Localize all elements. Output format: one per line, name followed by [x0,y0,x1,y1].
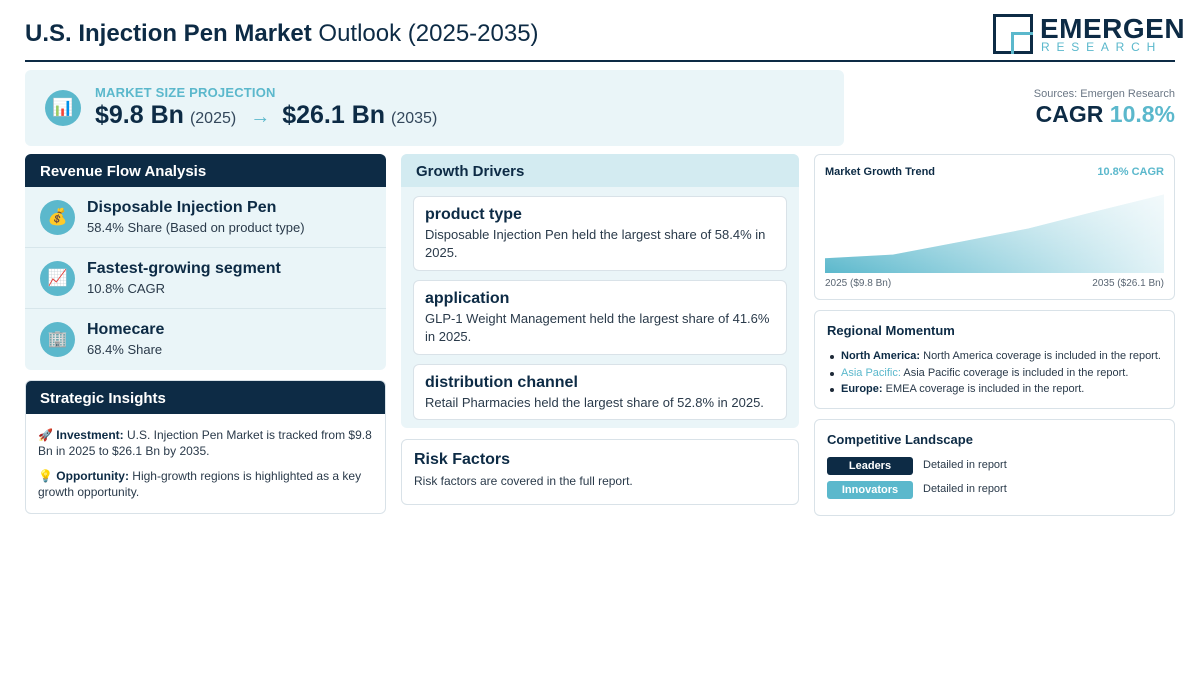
insight-label: Opportunity: [56,469,129,483]
title-bold: U.S. Injection Pen Market [25,20,312,47]
end-year: (2035) [391,110,438,127]
trend-up-icon: 📈 [40,261,75,296]
regional-title: Regional Momentum [827,323,955,338]
driver-desc: Retail Pharmacies held the largest share… [425,395,764,410]
revenue-item-title: Homecare [87,321,165,338]
revenue-item-title: Disposable Injection Pen [87,199,277,216]
competitive-desc: Detailed in report [923,483,1007,495]
logo-subtitle: RESEARCH [1041,40,1163,54]
start-value: $9.8 Bn [95,101,184,129]
emergen-logo: EMERGEN RESEARCH [993,13,1185,56]
risk-factors-panel: Risk Factors Risk factors are covered in… [401,439,799,505]
insight-text: High-growth regions is highlighted as a … [38,469,362,499]
title-rest: Outlook (2025-2035) [311,20,539,47]
page-title: U.S. Injection Pen Market Outlook (2025-… [25,20,539,48]
region-text: North America coverage is included in th… [920,350,1161,362]
competitive-landscape-panel: Competitive Landscape Leaders Detailed i… [814,419,1175,516]
revenue-item: 💰 Disposable Injection Pen 58.4% Share (… [25,187,386,248]
money-bag-icon: 💰 [40,200,75,235]
region-item: Europe: EMEA coverage is included in the… [827,381,1162,398]
revenue-item-sub: 10.8% CAGR [87,281,166,296]
regional-list: North America: North America coverage is… [827,348,1162,398]
driver-title: application [425,290,510,307]
driver-title: distribution channel [425,374,578,391]
growth-drivers-panel: Growth Drivers product type Disposable I… [401,154,799,428]
cagr-headline: CAGR 10.8% [1036,101,1175,128]
regional-momentum-panel: Regional Momentum North America: North A… [814,310,1175,409]
rocket-icon: 🚀 [38,428,53,442]
arrow-right-icon: → [250,106,271,128]
cagr-label: CAGR [1035,101,1104,127]
end-value: $26.1 Bn [282,101,386,129]
growth-drivers-title: Growth Drivers [401,154,799,187]
growth-trend-chart [825,194,1164,273]
driver-desc: GLP-1 Weight Management held the largest… [425,311,770,344]
strategic-insights-title: Strategic Insights [26,381,385,414]
trend-area-sheen [825,194,1164,273]
revenue-item: 📈 Fastest-growing segment 10.8% CAGR [25,248,386,309]
building-icon: 🏢 [40,322,75,357]
driver-card: distribution channel Retail Pharmacies h… [413,364,787,420]
bar-chart-icon: 📊 [45,90,81,126]
risk-desc: Risk factors are covered in the full rep… [414,474,633,488]
banner-label: MARKET SIZE PROJECTION [95,85,276,100]
revenue-item: 🏢 Homecare 68.4% Share [25,309,386,370]
driver-desc: Disposable Injection Pen held the larges… [425,227,766,260]
region-item: Asia Pacific: Asia Pacific coverage is i… [827,365,1162,382]
trend-cagr: 10.8% CAGR [1097,166,1164,178]
innovators-badge: Innovators [827,481,913,499]
insight-opportunity: 💡 Opportunity: High-growth regions is hi… [26,468,385,500]
revenue-flow-panel: Revenue Flow Analysis 💰 Disposable Injec… [25,154,386,370]
driver-title: product type [425,206,522,223]
region-text: Asia Pacific coverage is included in the… [900,366,1129,379]
risk-title: Risk Factors [414,451,511,468]
competitive-title: Competitive Landscape [827,432,973,447]
growth-trend-panel: Market Growth Trend 10.8% CAGR 2025 ($9.… [814,154,1175,300]
competitive-row: Leaders Detailed in report [827,457,1162,481]
region-item: North America: North America coverage is… [827,348,1162,365]
revenue-item-sub: 58.4% Share (Based on product type) [87,220,305,235]
region-label: Asia Pacific: [841,366,901,379]
strategic-insights-panel: Strategic Insights 🚀 Investment: U.S. In… [25,380,386,514]
insight-text: U.S. Injection Pen Market is tracked fro… [38,428,372,458]
revenue-item-title: Fastest-growing segment [87,260,281,277]
logo-mark-icon [993,14,1033,54]
sources-note: Sources: Emergen Research [1033,88,1175,100]
logo-wordmark: EMERGEN [1040,13,1186,44]
insight-investment: 🚀 Investment: U.S. Injection Pen Market … [26,427,385,459]
banner-values: $9.8 Bn (2025) → $26.1 Bn (2035) [95,101,437,130]
leaders-badge: Leaders [827,457,913,475]
driver-card: product type Disposable Injection Pen he… [413,196,787,271]
competitive-desc: Detailed in report [923,459,1007,471]
region-label: North America: [841,350,921,362]
trend-title: Market Growth Trend [825,166,936,178]
trend-start-label: 2025 ($9.8 Bn) [825,278,892,289]
revenue-item-sub: 68.4% Share [87,342,163,357]
competitive-row: Innovators Detailed in report [827,481,1162,505]
page-header: U.S. Injection Pen Market Outlook (2025-… [25,13,1185,62]
insight-label: Investment: [56,428,124,442]
revenue-flow-title: Revenue Flow Analysis [25,154,386,187]
start-year: (2025) [189,110,237,127]
cagr-value: 10.8% [1109,101,1175,127]
region-text: EMEA coverage is included in the report. [882,383,1085,395]
trend-end-label: 2035 ($26.1 Bn) [1092,278,1164,289]
driver-card: application GLP-1 Weight Management held… [413,280,787,355]
region-label: Europe: [841,383,883,395]
lightbulb-icon: 💡 [38,469,53,483]
market-size-banner: 📊 MARKET SIZE PROJECTION $9.8 Bn (2025) → $… [25,70,844,146]
